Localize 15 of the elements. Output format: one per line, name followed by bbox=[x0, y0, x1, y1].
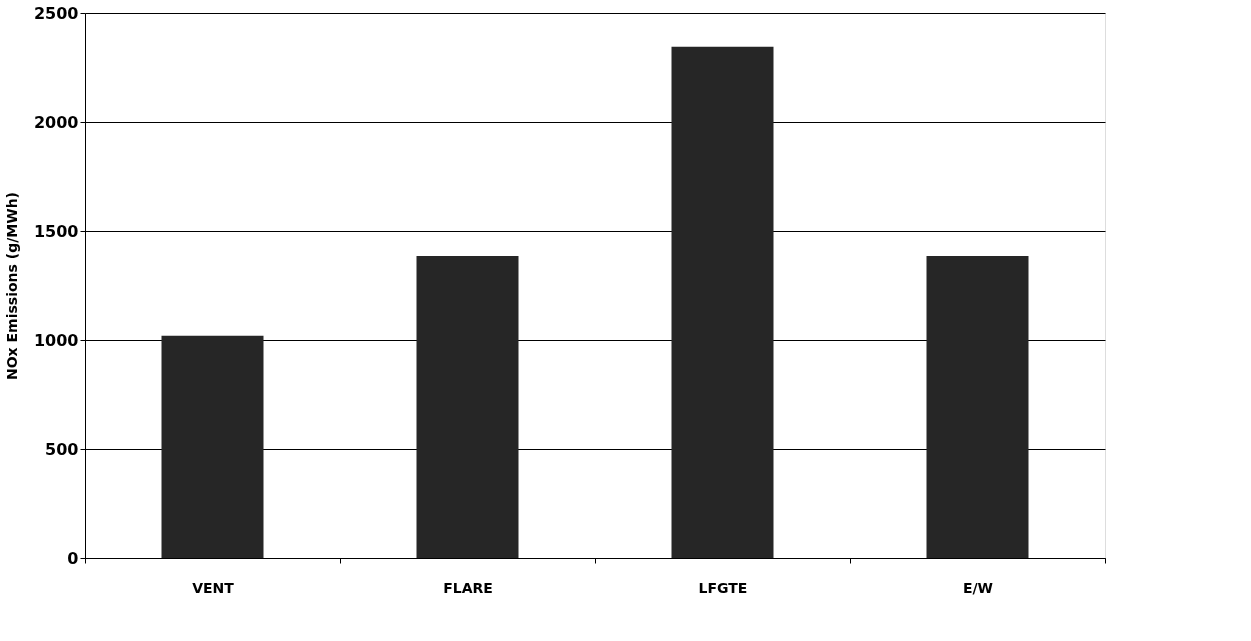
y-tick-label: 1500 bbox=[33, 221, 79, 241]
bar bbox=[926, 256, 1029, 558]
bar bbox=[161, 335, 264, 558]
bar bbox=[671, 46, 774, 558]
x-tick-label: LFGTE bbox=[698, 579, 748, 596]
x-tick-label: VENT bbox=[192, 579, 235, 596]
y-tick-label: 2000 bbox=[33, 112, 79, 132]
y-axis-title: NOx Emissions (g/MWh) bbox=[3, 191, 20, 381]
y-tick-label: 500 bbox=[45, 439, 79, 459]
x-tick-label: FLARE bbox=[443, 579, 493, 596]
y-tick-label: 1000 bbox=[33, 330, 79, 350]
x-tick-label: E/W bbox=[962, 579, 994, 596]
bar bbox=[416, 256, 519, 558]
y-tick-label: 2500 bbox=[33, 3, 79, 23]
y-tick-label: 0 bbox=[67, 548, 79, 568]
